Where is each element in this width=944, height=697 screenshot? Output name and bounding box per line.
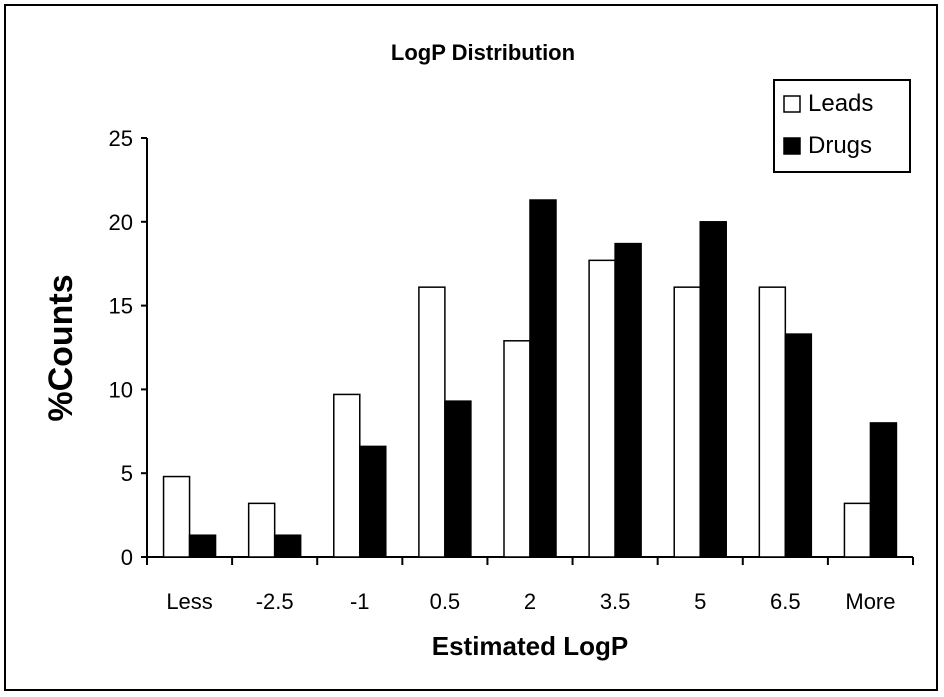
y-axis-label: %Counts [42,274,80,421]
x-axis-label: Estimated LogP [432,631,628,661]
bar-leads [333,393,361,558]
x-tick-label: -2.5 [256,589,294,614]
bar-drugs [188,534,217,558]
x-tick-label: 0.5 [430,589,461,614]
bar-drugs [359,445,387,558]
x-tick-label: 6.5 [770,589,801,614]
bar-leads [162,475,191,558]
bar-drugs [869,422,898,558]
bar-leads [758,286,787,558]
y-tick-label: 15 [109,294,133,319]
y-tick-label: 0 [121,545,133,570]
y-tick-label: 10 [109,377,133,402]
legend-label-leads: Leads [808,90,873,117]
bar-leads [418,286,446,558]
x-tick-label: More [845,589,895,614]
x-tick-label: -1 [350,589,370,614]
legend-swatch-leads [783,95,801,113]
bar-drugs [614,242,642,558]
x-tick-label: 3.5 [600,589,631,614]
x-tick-label: 5 [694,589,706,614]
bar-drugs [529,199,557,558]
bar-leads [503,340,531,558]
legend-swatch-drugs [783,137,801,155]
bar-drugs [444,400,472,558]
bar-leads [843,502,872,558]
y-tick-label: 20 [109,210,133,235]
bar-drugs [784,333,813,558]
legend: Leads Drugs [773,79,911,173]
bar-leads [673,286,701,558]
x-tick-label: 2 [524,589,536,614]
x-tick-label: Less [166,589,212,614]
plot-area: 0 5 10 15 20 25 Less -2.5 -1 0.5 2 3.5 5 6.5 More [109,126,914,614]
legend-box [773,79,911,173]
legend-label-drugs: Drugs [808,132,872,159]
bar-leads [588,259,616,558]
bar-drugs [699,221,727,558]
bar-drugs [273,534,302,558]
bar-leads [247,502,276,558]
y-tick-label: 25 [109,126,133,151]
chart-title: LogP Distribution [391,40,575,65]
y-tick-label: 5 [121,461,133,486]
